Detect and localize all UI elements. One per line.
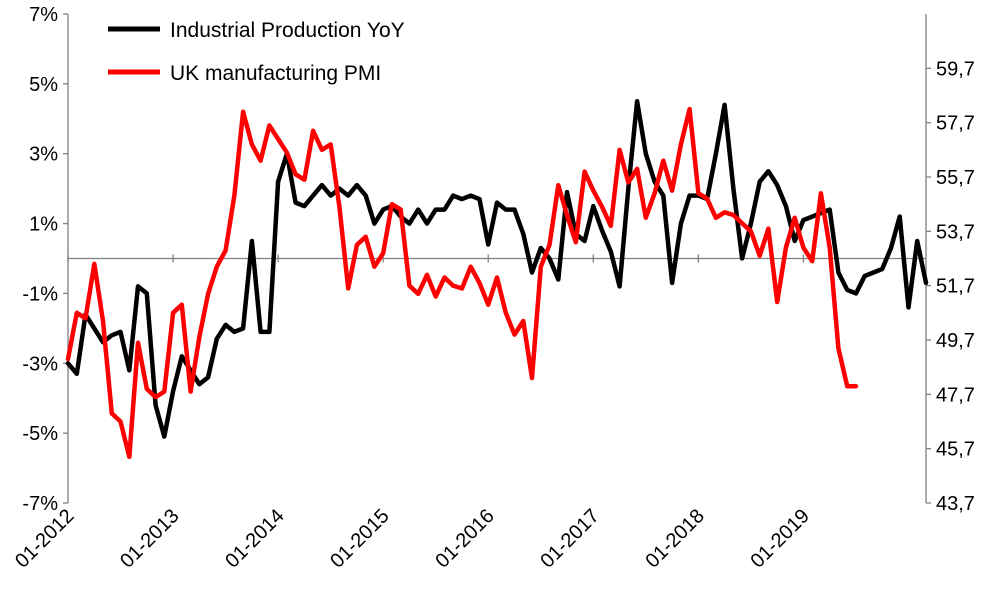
right-tick-label: 59,7 — [936, 58, 975, 80]
left-tick-label: -1% — [22, 283, 58, 305]
left-tick-label: 5% — [29, 74, 58, 96]
left-tick-label: 1% — [29, 214, 58, 236]
x-tick-label: 01-2019 — [747, 505, 814, 572]
right-tick-label: 51,7 — [936, 276, 975, 298]
left-tick-label: -3% — [22, 353, 58, 375]
x-tick-label: 01-2012 — [11, 505, 78, 572]
right-tick-label: 47,7 — [936, 384, 975, 406]
right-tick-label: 45,7 — [936, 439, 975, 461]
left-tick-label: 3% — [29, 144, 58, 166]
right-tick-label: 57,7 — [936, 113, 975, 135]
legend-label-uk-manufacturing-pmi: UK manufacturing PMI — [170, 62, 381, 85]
left-tick-label: 7% — [29, 4, 58, 26]
x-tick-label: 01-2013 — [116, 505, 183, 572]
left-tick-label: -7% — [22, 493, 58, 515]
series-layer — [65, 99, 929, 460]
x-tick-label: 01-2017 — [536, 505, 603, 572]
right-tick-label: 49,7 — [936, 330, 975, 352]
legend: Industrial Production YoY UK manufacturi… — [108, 19, 405, 85]
right-tick-label: 43,7 — [936, 493, 975, 515]
x-tick-label: 01-2016 — [431, 505, 498, 572]
x-tick-label: 01-2015 — [326, 505, 393, 572]
left-tick-label: -5% — [22, 423, 58, 445]
right-tick-label: 55,7 — [936, 167, 975, 189]
legend-label-industrial-production: Industrial Production YoY — [170, 19, 405, 42]
x-tick-label: 01-2014 — [221, 505, 288, 572]
series-line-industrial-production — [65, 99, 929, 439]
right-tick-label: 53,7 — [936, 221, 975, 243]
x-tick-label: 01-2018 — [641, 505, 708, 572]
series-line-uk-manufacturing-pmi — [65, 106, 859, 460]
